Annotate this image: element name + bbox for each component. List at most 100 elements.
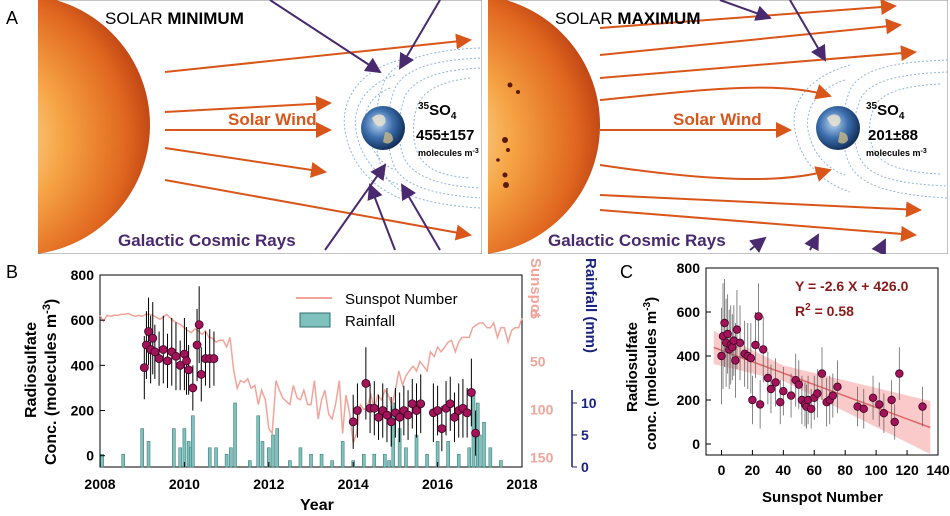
y-axis-label-line2: Conc. (molecules m-3) [41, 299, 60, 465]
rainfall-bar [248, 460, 252, 468]
data-point [779, 387, 788, 396]
rainfall-bar [309, 453, 313, 468]
rainfall-bar [224, 453, 229, 468]
legend-rainfall-swatch [299, 312, 331, 328]
data-point [746, 354, 756, 363]
rainfall-bar [391, 402, 396, 468]
panel-c-chart: 0 20 40 60 80 100 120 140 0 200 400 600 800 Y = -2.… [624, 260, 950, 506]
legend: Sunspot Number Rainfall [296, 291, 458, 330]
rainfall-bar [256, 415, 260, 468]
rainfall-bar [146, 441, 151, 468]
data-point [723, 329, 732, 339]
radiosulfate-point [148, 333, 158, 343]
radiosulfate-point [209, 354, 219, 363]
data-point [794, 380, 803, 389]
data-point [776, 398, 785, 407]
data-point [806, 404, 816, 413]
rainfall-bar [404, 447, 408, 468]
radiosulfate-point [150, 347, 160, 357]
rainfall-tick-label: 0 [581, 459, 589, 475]
panel-a-label: A [6, 8, 18, 28]
radiosulfate-point [386, 417, 396, 427]
data-point [786, 391, 796, 400]
radiosulfate-point [395, 412, 405, 422]
radiosulfate-point [382, 410, 392, 420]
y-tick-label: 200 [677, 392, 701, 408]
radiosulfate-point [139, 363, 149, 373]
x-tick-label: 120 [895, 462, 919, 478]
y-axis-label-line1: Radiosulfate [624, 322, 641, 412]
x-tick-label: 2012 [253, 476, 284, 492]
data-point [766, 384, 776, 394]
y-tick-label: 200 [71, 403, 95, 419]
data-point [875, 400, 884, 409]
radiosulfate-point [348, 417, 358, 427]
rainfall-bar [260, 441, 265, 468]
x-tick-label: 2014 [338, 476, 369, 492]
sunspot-tick-label: 150 [530, 449, 554, 465]
radiosulfate-point [403, 410, 413, 420]
rainfall-axis-label: Rainfall (mm) [582, 258, 599, 353]
cosmic-rays-label: Galactic Cosmic Rays [548, 231, 726, 250]
x-tick-label: 60 [806, 462, 822, 478]
data-point [887, 395, 896, 405]
radiosulfate-point [144, 327, 153, 336]
radiosulfate-point [471, 428, 480, 438]
rainfall-bar [271, 434, 275, 468]
rainfall-bar [471, 389, 476, 468]
sunspot-tick-label: 100 [530, 401, 554, 417]
sun-icon [488, 0, 600, 254]
x-tick-label: 140 [926, 462, 950, 478]
sunspot-axis-label: Sunspot [527, 258, 544, 318]
data-point [817, 369, 827, 378]
data-point [918, 402, 927, 411]
solar-wind-arrows [599, 0, 922, 242]
radiosulfate-point [407, 399, 417, 409]
rainfall-bar [233, 402, 237, 468]
cosmic-ray-arrows [269, 0, 441, 251]
y-tick-label: 400 [71, 357, 95, 373]
rainfall-bar [372, 453, 377, 468]
rainfall-bar [172, 428, 176, 468]
data-point [895, 369, 904, 378]
rainfall-bar [362, 453, 366, 468]
rainfall-bar [275, 428, 279, 468]
rainfall-bar [478, 434, 482, 468]
data-point [763, 373, 773, 383]
radiosulfate-point [450, 412, 459, 422]
data-point [754, 312, 763, 321]
solar-maximum-panel [488, 0, 948, 254]
radiosulfate-point [163, 356, 172, 366]
radiosulfate-point [154, 354, 164, 363]
solar-wind-label: Solar Wind [228, 110, 317, 129]
x-tick-label: 2016 [422, 476, 453, 492]
solar-wind-arrows [164, 33, 472, 241]
radiosulfate-point [462, 408, 472, 418]
x-tick-label: 20 [745, 462, 761, 478]
data-point [890, 417, 899, 427]
radiosulfate-point [445, 399, 455, 409]
data-point [751, 340, 760, 350]
regression-equation: Y = -2.6 X + 426.0 [795, 278, 909, 294]
y-tick-label: 0 [692, 436, 700, 452]
rainfall-bar [178, 447, 182, 468]
sunspot-tick-label: 50 [530, 353, 546, 369]
radiosulfate-point [196, 369, 206, 379]
rainfall-bar [207, 447, 212, 468]
rainfall-bar [330, 460, 334, 468]
earth-icon [361, 106, 405, 150]
concentration-value: 201±88 [868, 127, 918, 144]
y-tick-label: 600 [71, 312, 95, 328]
x-tick-label: 100 [864, 462, 888, 478]
data-point [717, 351, 726, 361]
sun-icon [38, 0, 150, 254]
y-tick-label: 800 [71, 267, 95, 283]
radiosulfate-point [175, 360, 185, 370]
radiosulfate-point [416, 399, 426, 409]
data-point [813, 389, 822, 398]
x-tick-label: 2018 [506, 476, 537, 492]
data-point [859, 404, 868, 413]
solar-wind-label: Solar Wind [673, 110, 762, 129]
data-point [735, 338, 745, 347]
